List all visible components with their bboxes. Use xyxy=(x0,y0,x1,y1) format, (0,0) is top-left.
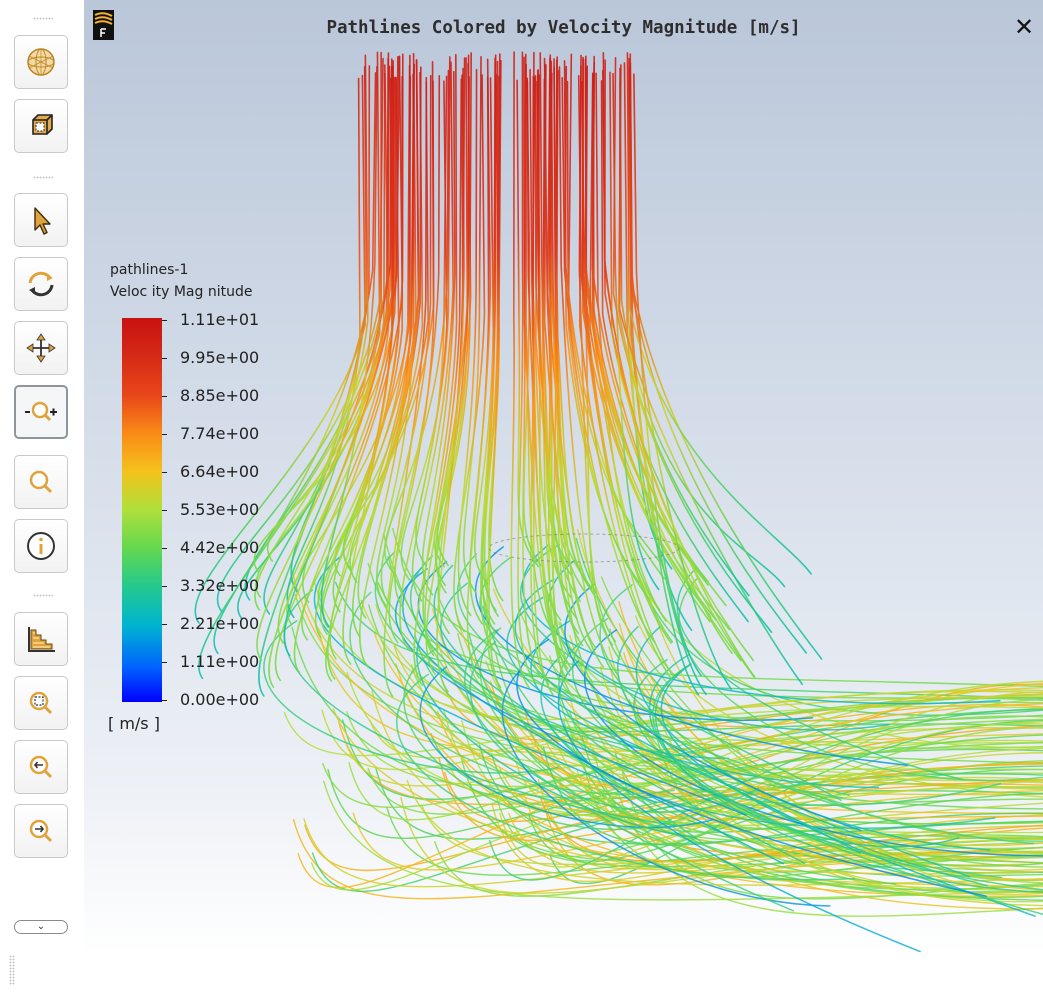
pan-arrows-icon xyxy=(26,333,56,363)
magnifier-icon xyxy=(29,470,53,494)
colorbar-label: 9.95e+00 xyxy=(180,348,260,367)
close-icon[interactable]: ✕ xyxy=(1013,13,1035,41)
wireframe-sphere-icon xyxy=(27,48,55,76)
legend-subtitle: Veloc ity Mag nitude xyxy=(110,284,253,300)
legend-unit: [ m/s ] xyxy=(108,714,160,733)
zoom-to-fit-button[interactable] xyxy=(14,676,68,730)
colorbar xyxy=(122,318,162,702)
colorbar-tick xyxy=(162,700,167,701)
colorbar-label: 4.42e+00 xyxy=(180,538,260,557)
toolbar-grip[interactable] xyxy=(33,17,53,20)
select-button[interactable] xyxy=(14,193,68,247)
colorbar-tick xyxy=(162,434,167,435)
zoom-next-icon xyxy=(29,819,53,843)
zoom-in-out-icon xyxy=(25,401,57,422)
colorbar-label: 6.64e+00 xyxy=(180,462,260,481)
legend-title: pathlines-1 xyxy=(110,262,189,278)
viewport-title: Pathlines Colored by Velocity Magnitude … xyxy=(326,18,801,38)
colorbar-label: 3.32e+00 xyxy=(180,576,260,595)
colorbar-label: 5.53e+00 xyxy=(180,500,260,519)
graphics-toolbar: ⌄ xyxy=(0,0,84,994)
colorbar-tick xyxy=(162,624,167,625)
zoom-previous-button[interactable] xyxy=(14,740,68,794)
view-cube-icon xyxy=(32,114,53,135)
chevron-down-icon: ⌄ xyxy=(36,921,46,932)
view-orientation-button[interactable] xyxy=(14,99,68,153)
pan-button[interactable] xyxy=(14,321,68,375)
toolbar-grip[interactable] xyxy=(33,594,53,597)
zoom-previous-icon xyxy=(29,755,53,779)
colorbar-tick xyxy=(162,358,167,359)
panel-resize-grip[interactable] xyxy=(9,955,15,985)
colorbar-label: 1.11e+00 xyxy=(180,652,260,671)
arrow-pointer-icon xyxy=(34,207,51,235)
toolbar-expand-button[interactable]: ⌄ xyxy=(14,920,68,934)
info-icon xyxy=(27,532,55,560)
stair-chart-icon xyxy=(28,627,55,652)
rotate-button[interactable] xyxy=(14,257,68,311)
rotate-icon xyxy=(28,271,54,297)
toolbar-grip[interactable] xyxy=(33,176,53,179)
colorbar-tick xyxy=(162,510,167,511)
colorbar-tick xyxy=(162,586,167,587)
colorbar-label: 1.11e+01 xyxy=(180,310,260,329)
graphics-viewport[interactable]: Pathlines Colored by Velocity Magnitude … xyxy=(84,0,1043,994)
probe-button[interactable] xyxy=(14,519,68,573)
pathlines-plot xyxy=(194,51,1043,953)
zoom-fit-icon xyxy=(29,691,53,715)
colorbar-tick xyxy=(162,472,167,473)
colorbar-tick xyxy=(162,548,167,549)
zoom-button[interactable] xyxy=(14,455,68,509)
mesh-display-button[interactable] xyxy=(14,35,68,89)
colorbar-label: 8.85e+00 xyxy=(180,386,260,405)
colorbar-label: 2.21e+00 xyxy=(180,614,260,633)
display-options-button[interactable] xyxy=(14,612,68,666)
colorbar-label: 0.00e+00 xyxy=(180,690,260,709)
zoom-in-out-button[interactable] xyxy=(14,385,68,439)
colorbar-tick xyxy=(162,396,167,397)
fluent-logo-icon xyxy=(93,10,114,40)
colorbar-tick xyxy=(162,320,167,321)
colorbar-tick xyxy=(162,662,167,663)
colorbar-label: 7.74e+00 xyxy=(180,424,260,443)
zoom-next-button[interactable] xyxy=(14,804,68,858)
